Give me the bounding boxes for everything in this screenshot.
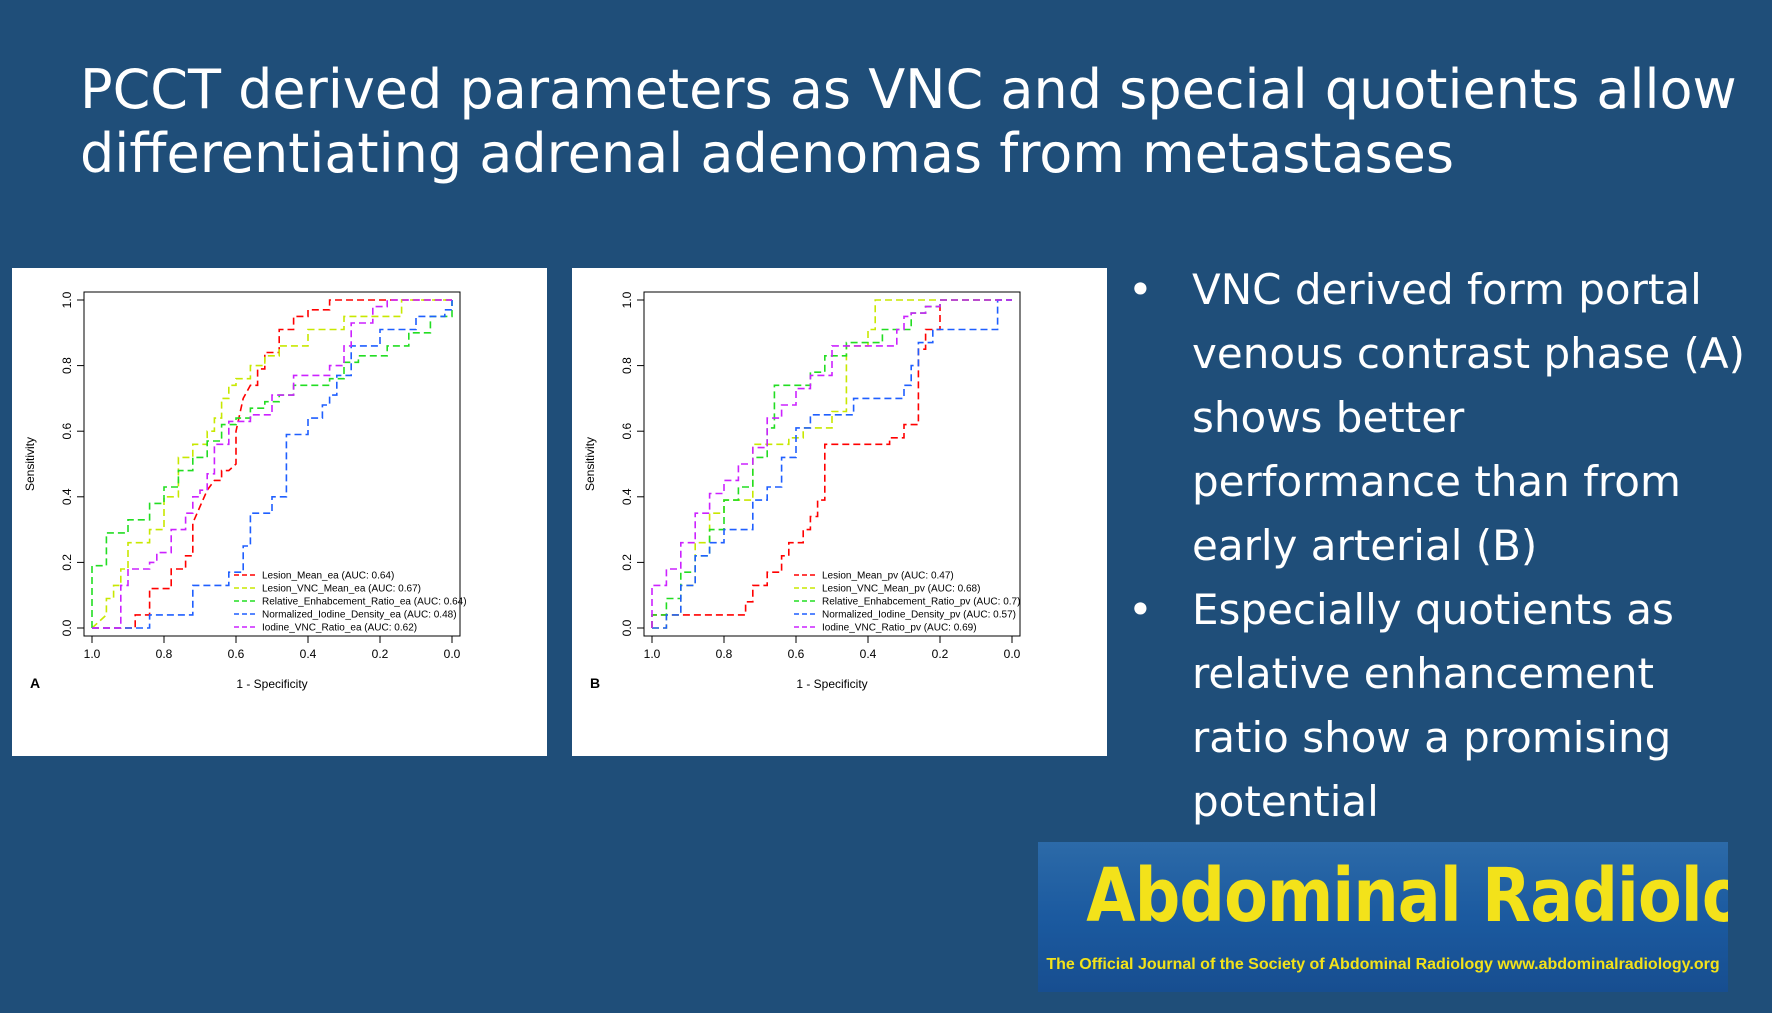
legend-entry: Iodine_VNC_Ratio_ea (AUC: 0.62) <box>262 623 417 634</box>
y-tick-label: 0.8 <box>620 357 634 374</box>
bullet-dot: • <box>1128 585 1153 634</box>
roc-series-line-2 <box>652 299 1012 629</box>
y-tick-label: 0.0 <box>60 619 74 636</box>
x-tick-label: 0.2 <box>372 647 389 661</box>
x-axis-label: 1 - Specificity <box>236 677 307 691</box>
y-tick-label: 0.2 <box>60 554 74 571</box>
y-tick-label: 0.6 <box>620 423 634 440</box>
journal-banner: Abdominal Radiology The Official Journal… <box>1038 842 1728 992</box>
journal-tagline: The Official Journal of the Society of A… <box>1046 956 1720 973</box>
bullet-line: VNC derived form portal <box>1192 265 1702 314</box>
legend-entry: Relative_Enhabcement_Ratio_pv (AUC: 0.7) <box>822 597 1020 608</box>
x-tick-label: 0.4 <box>300 647 317 661</box>
x-tick-label: 0.6 <box>788 647 805 661</box>
roc-chart-panel-b: 1.0 0.8 0.6 0.4 0.2 0.0 0.0 0.2 0.4 0.6 0.8 1.0 1 - … <box>572 268 1107 756</box>
roc-chart-b-svg: 1.0 0.8 0.6 0.4 0.2 0.0 0.0 0.2 0.4 0.6 0.8 1.0 1 - … <box>583 291 1021 691</box>
bullet-dot: • <box>1128 265 1153 314</box>
x-tick-label: 0.0 <box>1004 647 1021 661</box>
legend-entry: Iodine_VNC_Ratio_pv (AUC: 0.69) <box>822 623 977 634</box>
y-tick-label: 1.0 <box>620 291 634 308</box>
y-tick-label: 0.8 <box>60 357 74 374</box>
legend-entry: Lesion_Mean_pv (AUC: 0.47) <box>822 571 954 582</box>
bullet-line: performance than from <box>1192 457 1681 506</box>
bullet-list: • VNC derived form portal venous contras… <box>1128 258 1768 834</box>
x-tick-label: 0.6 <box>228 647 245 661</box>
y-axis-label: Sensitivity <box>23 437 37 491</box>
x-tick-label: 0.8 <box>716 647 733 661</box>
bullet-line: shows better <box>1192 393 1465 442</box>
bullet-line: potential <box>1192 777 1379 826</box>
y-tick-label: 0.4 <box>60 488 74 505</box>
bullet-line: early arterial (B) <box>1192 521 1538 570</box>
slide-title: PCCT derived parameters as VNC and speci… <box>80 58 1737 186</box>
roc-series-line-1 <box>92 299 452 629</box>
y-tick-label: 0.0 <box>620 619 634 636</box>
bullet-item-quotients: • Especially quotients as relative enhan… <box>1128 578 1768 834</box>
slide-title-line-1: PCCT derived parameters as VNC and speci… <box>80 58 1737 121</box>
x-tick-label: 0.8 <box>156 647 173 661</box>
roc-chart-panel-a: 1.0 0.8 0.6 0.4 0.2 0.0 0.0 0.2 0.4 0.6 0.8 1.0 1 - … <box>12 268 547 756</box>
legend-entry: Normalized_Iodine_Density_pv (AUC: 0.57) <box>822 610 1016 621</box>
roc-chart-a-svg: 1.0 0.8 0.6 0.4 0.2 0.0 0.0 0.2 0.4 0.6 0.8 1.0 1 - … <box>23 291 467 691</box>
roc-series-line-2 <box>91 299 452 629</box>
panel-label: B <box>590 675 600 691</box>
legend-entry: Lesion_VNC_Mean_pv (AUC: 0.68) <box>822 584 980 595</box>
bullet-line: ratio show a promising <box>1192 713 1672 762</box>
x-tick-label: 0.4 <box>860 647 877 661</box>
x-tick-label: 1.0 <box>84 647 101 661</box>
roc-series-line-5 <box>92 299 452 629</box>
bullet-item-vnc: • VNC derived form portal venous contras… <box>1128 258 1768 578</box>
x-tick-label: 1.0 <box>644 647 661 661</box>
slide-title-line-2: differentiating adrenal adenomas from me… <box>80 122 1455 185</box>
y-tick-label: 0.6 <box>60 423 74 440</box>
journal-logo-text: Abdominal Radiology <box>1086 853 1728 939</box>
legend-entry: Normalized_Iodine_Density_ea (AUC: 0.48) <box>262 610 457 621</box>
y-tick-label: 0.2 <box>620 554 634 571</box>
roc-series-line-4 <box>652 299 1012 629</box>
plot-frame <box>643 291 1021 637</box>
y-tick-label: 1.0 <box>60 291 74 308</box>
plot-frame <box>83 291 461 637</box>
x-axis-label: 1 - Specificity <box>796 677 867 691</box>
x-tick-label: 0.0 <box>444 647 461 661</box>
y-tick-label: 0.4 <box>620 488 634 505</box>
legend-entry: Lesion_Mean_ea (AUC: 0.64) <box>262 571 394 582</box>
panel-label: A <box>30 675 40 691</box>
legend-entry: Lesion_VNC_Mean_ea (AUC: 0.67) <box>262 584 421 595</box>
legend-entry: Relative_Enhabcement_Ratio_ea (AUC: 0.64… <box>262 597 467 608</box>
bullet-line: Especially quotients as <box>1192 585 1674 634</box>
y-axis-label: Sensitivity <box>583 437 597 491</box>
roc-series-line-3 <box>91 300 453 628</box>
x-tick-label: 0.2 <box>932 647 949 661</box>
bullet-line: relative enhancement <box>1192 649 1654 698</box>
bullet-line: venous contrast phase (A) <box>1192 329 1746 378</box>
